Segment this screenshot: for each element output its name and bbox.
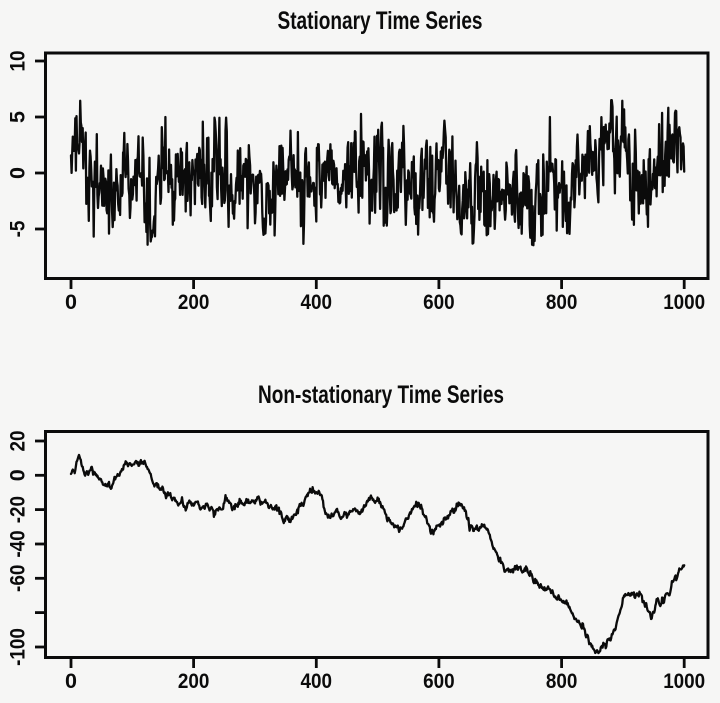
svg-text:200: 200 <box>178 290 210 314</box>
svg-text:-60: -60 <box>6 565 30 592</box>
svg-text:20: 20 <box>6 430 30 451</box>
svg-text:0: 0 <box>65 669 77 693</box>
svg-text:0: 0 <box>6 469 30 481</box>
svg-text:10: 10 <box>6 50 30 71</box>
svg-text:1000: 1000 <box>663 669 705 693</box>
svg-text:0: 0 <box>6 167 30 179</box>
svg-text:Non-stationary Time Series: Non-stationary Time Series <box>258 381 504 409</box>
svg-text:800: 800 <box>546 669 578 693</box>
svg-text:800: 800 <box>546 290 578 314</box>
svg-text:-5: -5 <box>6 221 30 238</box>
svg-text:600: 600 <box>423 290 455 314</box>
svg-text:400: 400 <box>301 669 333 693</box>
svg-text:200: 200 <box>178 669 210 693</box>
svg-text:-100: -100 <box>6 628 30 666</box>
svg-text:5: 5 <box>6 111 30 123</box>
svg-text:400: 400 <box>301 290 333 314</box>
svg-text:-40: -40 <box>6 530 30 557</box>
svg-text:600: 600 <box>423 669 455 693</box>
svg-text:Stationary Time Series: Stationary Time Series <box>278 7 483 35</box>
svg-text:-20: -20 <box>6 496 30 523</box>
svg-text:0: 0 <box>65 290 77 314</box>
svg-text:1000: 1000 <box>663 290 705 314</box>
